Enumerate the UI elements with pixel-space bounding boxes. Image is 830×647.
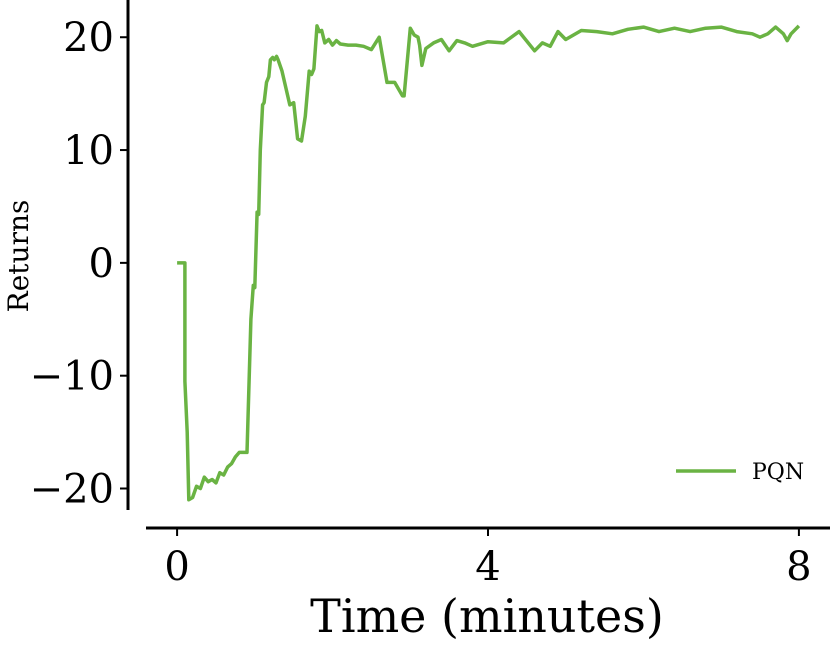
axes [126, 0, 830, 530]
tick-labels: −20 −10 0 10 20 0 4 8 [30, 15, 812, 590]
legend: PQN [676, 460, 804, 485]
series-line-pqn [177, 24, 801, 502]
y-tick-label: −10 [30, 354, 114, 400]
y-tick-label: 10 [63, 128, 114, 174]
x-axis-label: Time (minutes) [310, 589, 664, 642]
x-tick-label: 8 [786, 544, 811, 590]
legend-label: PQN [752, 460, 804, 485]
y-tick-label: −20 [30, 467, 114, 513]
y-axis-label: Returns [2, 200, 35, 313]
y-tick-label: 20 [63, 15, 114, 61]
y-tick-label: 0 [89, 241, 114, 287]
x-tick-label: 0 [164, 544, 189, 590]
x-tick-label: 4 [475, 544, 500, 590]
series-layer [177, 24, 801, 502]
